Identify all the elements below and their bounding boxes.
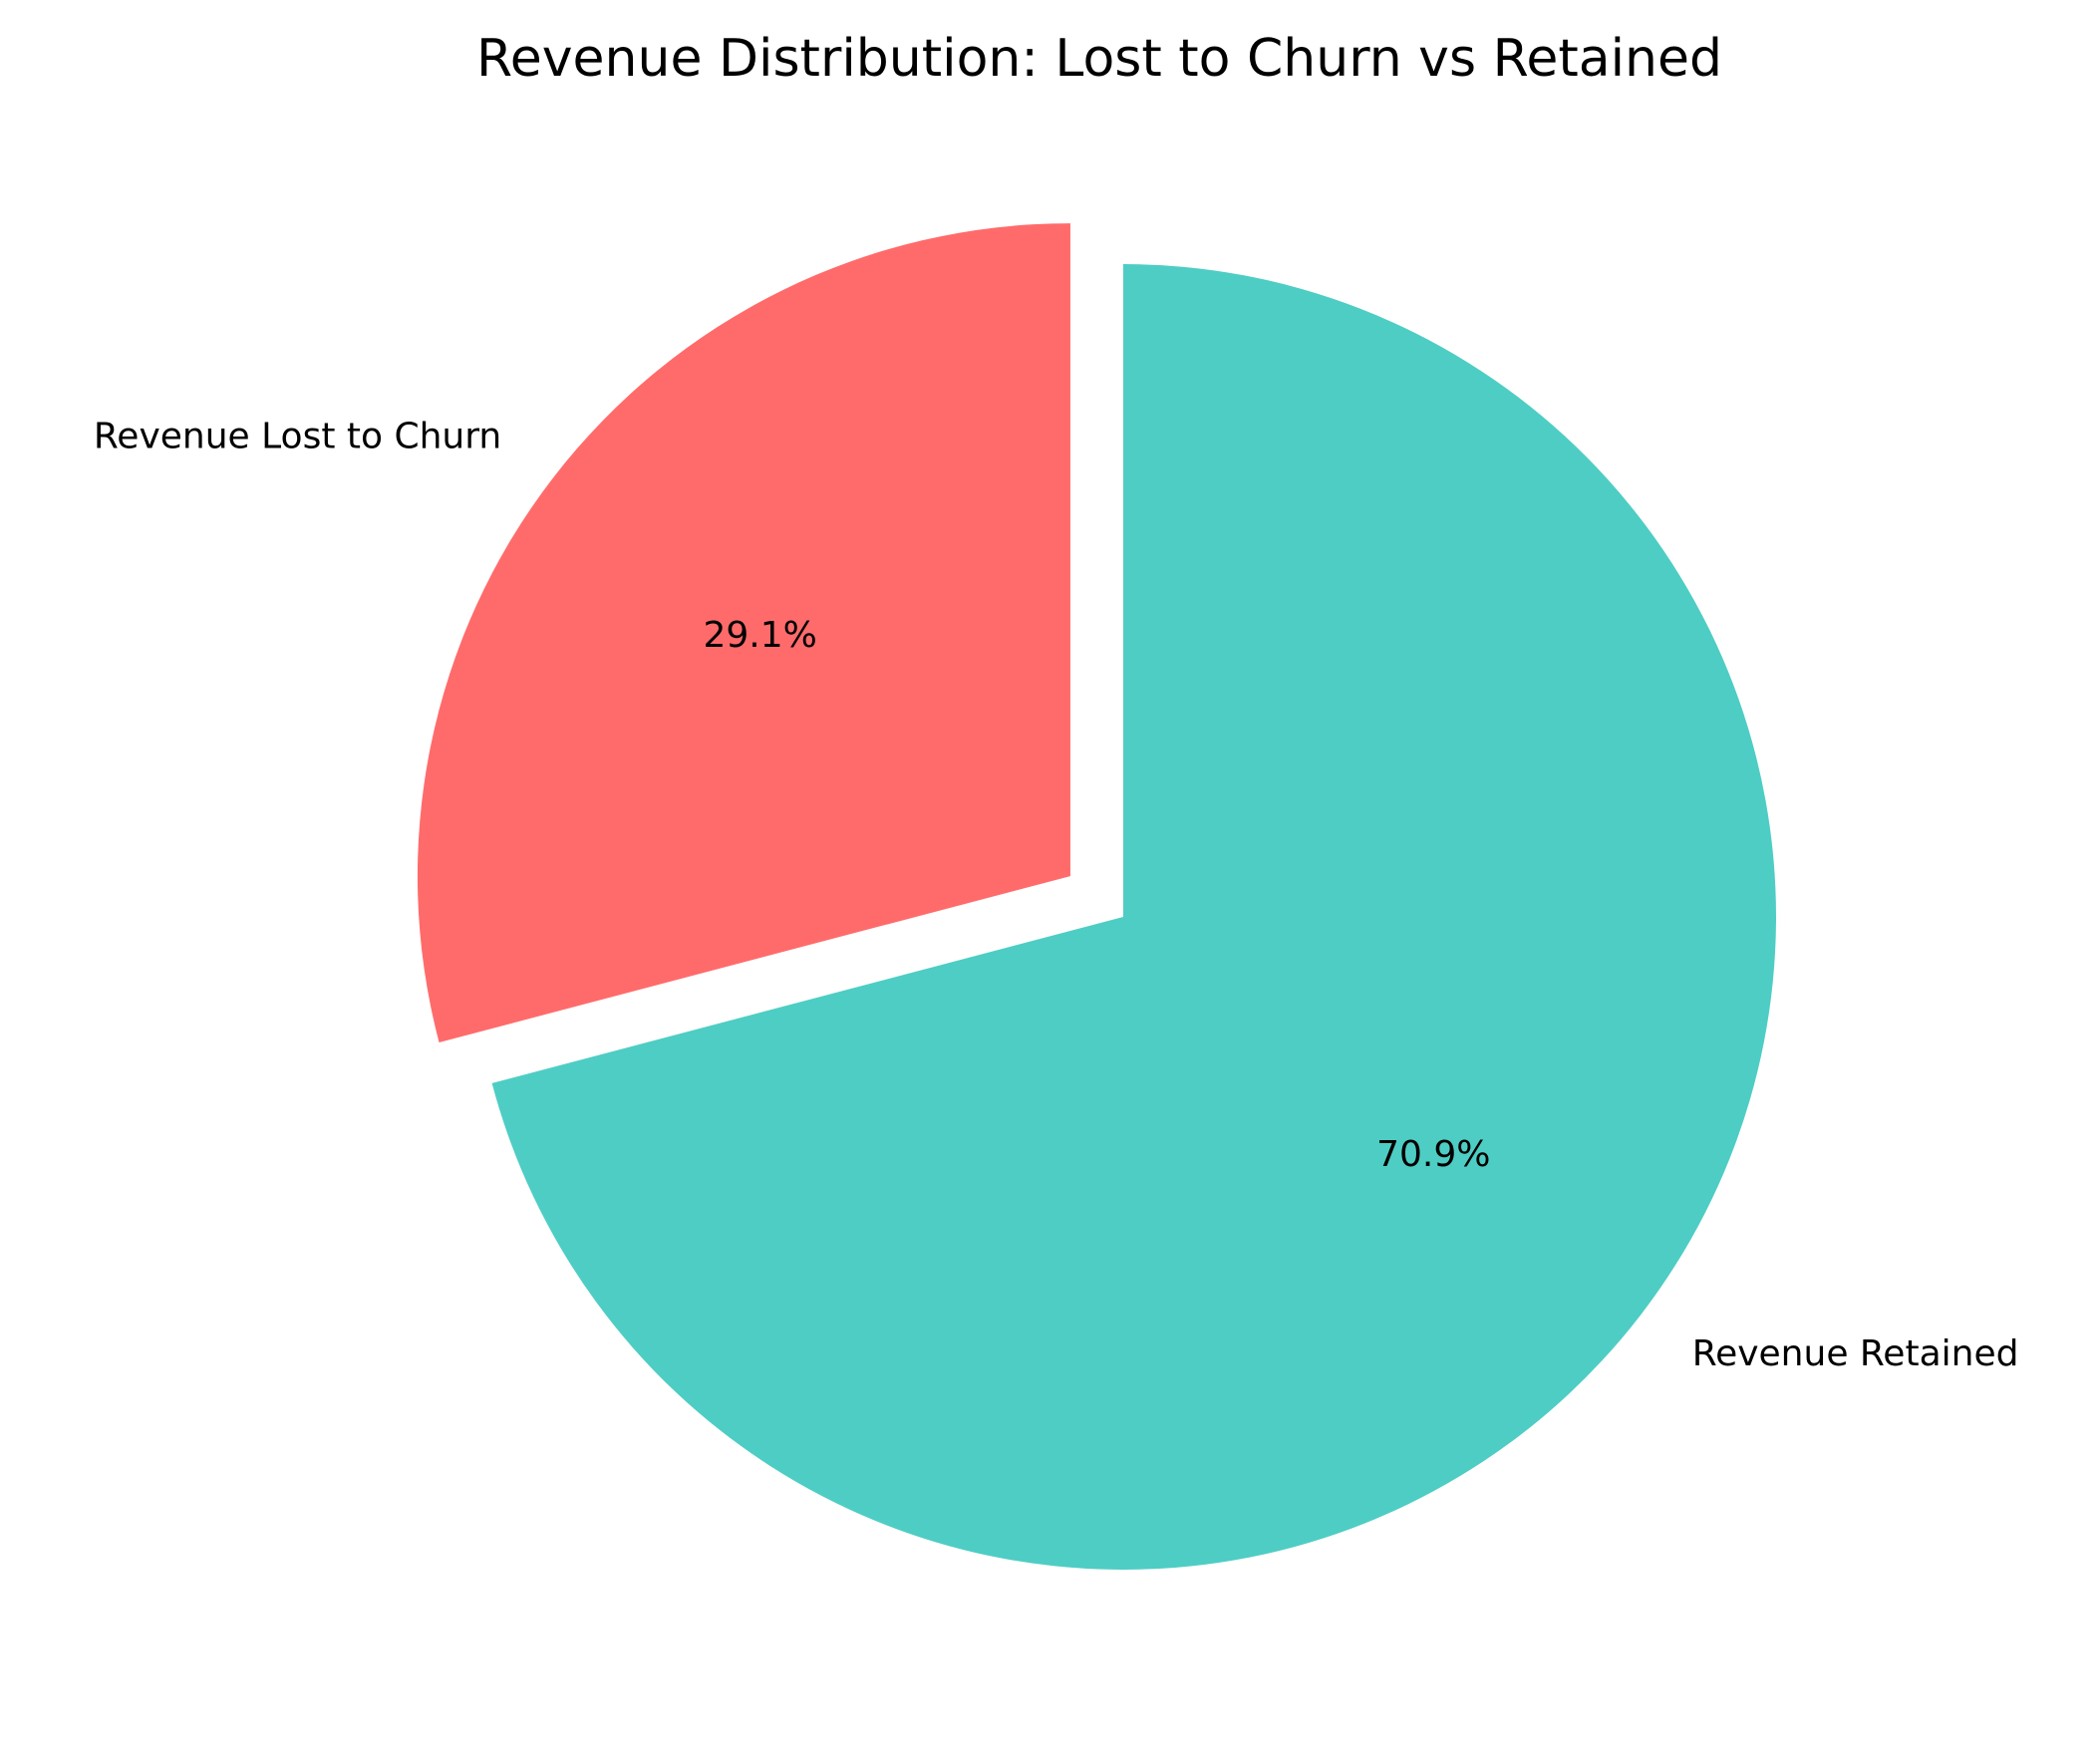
slice-label-2: Revenue Retained: [1692, 1333, 2019, 1374]
chart-title: Revenue Distribution: Lost to Churn vs R…: [476, 29, 1722, 89]
percent-label-2: 70.9%: [1376, 1134, 1490, 1175]
pie-labels: Revenue Lost to Churn 29.1% Revenue Retain…: [94, 416, 2019, 1374]
slice-label-1: Revenue Lost to Churn: [94, 416, 501, 456]
pie-slice-1: [417, 223, 1070, 1042]
percent-label-1: 29.1%: [703, 615, 816, 656]
pie-slice-2: [491, 263, 1776, 1570]
pie-slices: [417, 223, 1776, 1570]
